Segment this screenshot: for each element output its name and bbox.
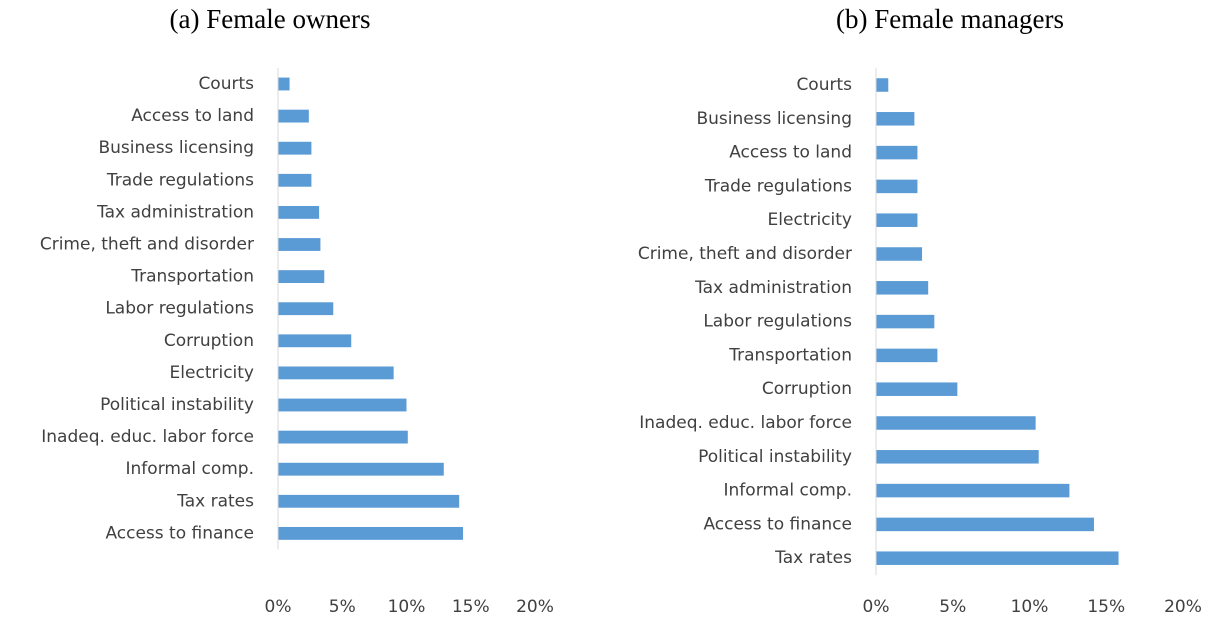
y-tick-label: Business licensing [98,138,254,158]
bar [278,173,312,187]
x-tick-label: 5% [329,597,356,617]
y-tick-label: Crime, theft and disorder [638,244,852,264]
bar [278,462,444,476]
bar [876,450,1039,464]
bar [278,109,309,123]
y-tick-label: Electricity [768,210,852,230]
y-tick-label: Crime, theft and disorder [40,235,254,255]
bar [876,247,923,261]
x-tick-label: 0% [863,597,890,617]
bar [876,112,915,126]
y-tick-label: Political instability [698,447,852,467]
bar [278,77,290,91]
y-tick-label: Political instability [100,395,254,415]
bar [278,494,460,508]
y-tick-label: Tax rates [176,491,254,511]
bar [278,141,312,155]
x-tick-label: 10% [1011,597,1049,617]
bar [876,281,929,295]
bar [876,551,1119,565]
x-tick-label: 0% [265,597,292,617]
y-tick-label: Business licensing [696,109,852,129]
y-tick-label: Trade regulations [106,170,254,190]
bar [876,314,935,329]
bar [278,526,464,540]
y-tick-label: Inadeq. educ. labor force [41,427,254,447]
y-tick-label: Courts [198,74,254,94]
y-tick-label: Inadeq. educ. labor force [639,413,852,433]
y-tick-label: Corruption [164,331,254,351]
y-tick-label: Electricity [170,363,254,383]
y-tick-label: Access to finance [703,514,852,534]
y-tick-label: Access to land [131,106,254,126]
y-tick-label: Access to land [729,143,852,163]
bar [876,348,938,363]
y-tick-label: Labor regulations [105,299,254,319]
y-tick-label: Trade regulations [704,176,852,196]
bar [278,398,407,412]
chart-subtitle: (b) Female managers [836,4,1064,34]
y-tick-label: Tax rates [774,548,852,568]
bar [278,366,394,380]
bar [876,517,1094,532]
y-tick-label: Transportation [728,345,852,365]
y-tick-label: Informal comp. [126,459,254,479]
bar [278,238,321,251]
bar [876,483,1070,498]
x-tick-label: 5% [939,597,966,617]
bar [278,205,320,219]
bar [278,430,408,444]
y-tick-label: Labor regulations [703,312,852,332]
bar [278,270,325,284]
chart-subtitle: (a) Female owners [170,4,371,34]
bar [876,416,1036,430]
x-tick-label: 10% [388,597,426,617]
y-tick-label: Access to finance [105,523,254,543]
bar [876,213,918,227]
bar [876,179,918,194]
bar [876,78,889,92]
x-tick-label: 20% [516,597,554,617]
y-tick-label: Corruption [762,379,852,399]
bar [278,302,334,316]
y-tick-label: Courts [796,75,852,95]
y-tick-label: Informal comp. [724,481,852,501]
bar [876,382,958,396]
y-tick-label: Tax administration [694,278,852,298]
x-tick-label: 20% [1164,597,1202,617]
y-tick-label: Tax administration [96,202,254,222]
x-tick-label: 15% [1087,597,1125,617]
y-tick-label: Transportation [130,267,254,287]
bar [278,334,352,348]
x-tick-label: 15% [452,597,490,617]
bar [876,145,918,160]
